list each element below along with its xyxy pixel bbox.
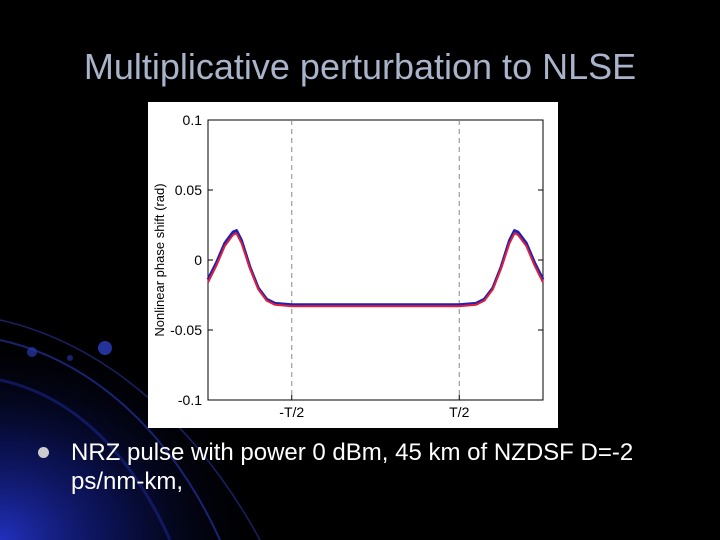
y-tick-label-1: 0.05 bbox=[175, 182, 202, 198]
phase-shift-chart: 0.1 0.05 0 -0.05 -0.1 -T/2 T/2 Nonlinear phas… bbox=[152, 112, 545, 420]
y-tick-label-4: -0.1 bbox=[178, 392, 202, 408]
bullet-dot-icon bbox=[38, 447, 49, 458]
grid-lines bbox=[291, 120, 460, 400]
plot-border bbox=[207, 119, 544, 401]
slide-title: Multiplicative perturbation to NLSE bbox=[83, 46, 637, 87]
y-tick-label-0: 0.1 bbox=[183, 112, 203, 128]
chart-panel: 0.1 0.05 0 -0.05 -0.1 -T/2 T/2 Nonlinear phas… bbox=[148, 102, 558, 428]
bullet-text: NRZ pulse with power 0 dBm, 45 km of NZD… bbox=[71, 439, 634, 495]
series-line-1 bbox=[207, 232, 544, 308]
x-tick-label-0: -T/2 bbox=[279, 404, 304, 420]
x-axis-ticks: -T/2 T/2 bbox=[279, 395, 470, 420]
plot-frame bbox=[207, 119, 544, 401]
series-line-0 bbox=[206, 229, 545, 307]
y-tick-label-2: 0 bbox=[194, 252, 202, 268]
y-tick-label-3: -0.05 bbox=[170, 322, 202, 338]
y-axis-label: Nonlinear phase shift (rad) bbox=[152, 183, 167, 336]
x-tick-label-1: T/2 bbox=[449, 404, 469, 420]
y-axis-ticks: 0.1 0.05 0 -0.05 -0.1 bbox=[170, 112, 543, 408]
series-group bbox=[206, 229, 545, 308]
